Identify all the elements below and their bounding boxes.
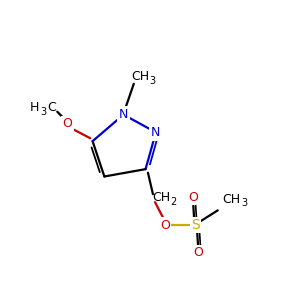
Text: H: H (30, 101, 40, 114)
Text: 3: 3 (40, 107, 46, 117)
Text: O: O (194, 246, 203, 259)
Text: 3: 3 (149, 76, 155, 86)
Text: N: N (151, 126, 160, 139)
Text: O: O (160, 219, 170, 232)
Text: N: N (119, 108, 128, 121)
Text: CH: CH (223, 193, 241, 206)
Text: O: O (188, 191, 198, 204)
Text: 3: 3 (241, 198, 247, 208)
Text: CH: CH (131, 70, 149, 83)
Text: 2: 2 (170, 197, 177, 207)
Text: O: O (63, 117, 73, 130)
Text: CH: CH (152, 191, 170, 205)
Text: C: C (47, 101, 56, 114)
Text: S: S (191, 218, 200, 232)
